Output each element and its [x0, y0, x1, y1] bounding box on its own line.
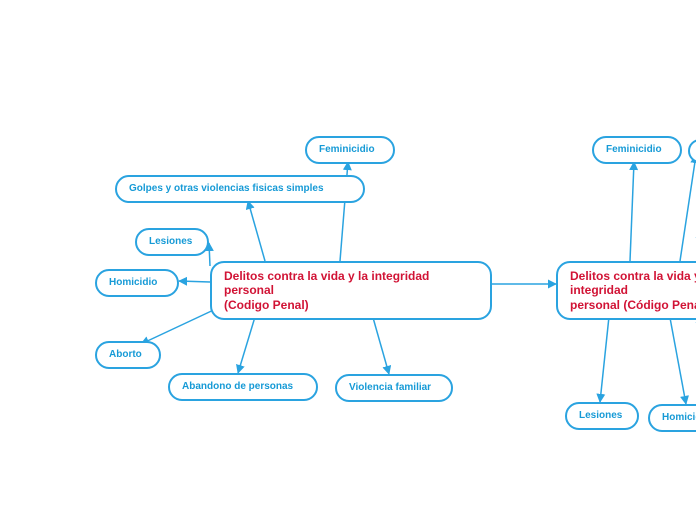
edge-center-left-lesiones-l [209, 243, 210, 266]
node-feminicidio-r[interactable]: Feminicidio [592, 136, 682, 164]
mindmap-canvas: Delitos contra la vida y la integridad p… [0, 0, 696, 520]
node-golpes[interactable]: Golpes y otras violencias fisicas simple… [115, 175, 365, 203]
edge-center-left-homicidio-l [179, 281, 210, 282]
node-aborto[interactable]: Aborto [95, 341, 161, 369]
node-homicidio-r[interactable]: Homicidio [648, 404, 696, 432]
node-lesiones-r[interactable]: Lesiones [565, 402, 639, 430]
edge-center-right-otra-r [680, 155, 696, 261]
node-lesiones-l[interactable]: Lesiones [135, 228, 209, 256]
node-center-right[interactable]: Delitos contra la vida y la integridad p… [556, 261, 696, 320]
node-otra-r[interactable] [688, 139, 696, 163]
edge-center-left-aborto [141, 307, 220, 344]
edge-center-left-golpes [248, 201, 265, 261]
edge-center-right-lesiones-r [600, 307, 610, 402]
node-feminicidio-l[interactable]: Feminicidio [305, 136, 395, 164]
node-violencia[interactable]: Violencia familiar [335, 374, 453, 402]
node-abandono[interactable]: Abandono de personas [168, 373, 318, 401]
node-homicidio-l[interactable]: Homicidio [95, 269, 179, 297]
edges-layer [0, 0, 696, 520]
edge-center-right-homicidio-r [668, 307, 686, 404]
node-center-left[interactable]: Delitos contra la vida y la integridad p… [210, 261, 492, 320]
edge-center-right-feminicidio-r [630, 162, 634, 261]
